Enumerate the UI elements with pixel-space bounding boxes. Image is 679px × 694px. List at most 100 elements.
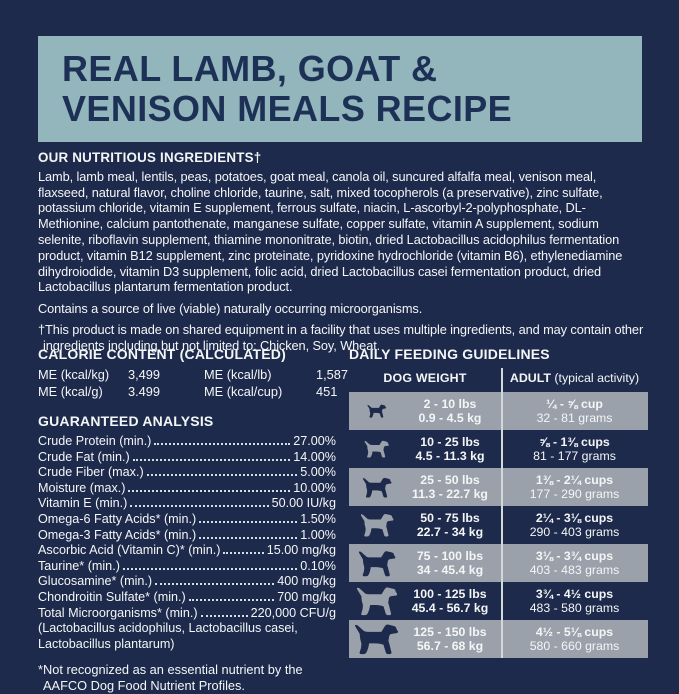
calorie-value: 1,587 xyxy=(316,367,349,382)
analysis-value: 0.10% xyxy=(300,558,336,573)
table-row: 125 - 150 lbs 56.7 - 68 kg 4½ - 5⅛ cups 58… xyxy=(349,620,648,658)
microorganisms-note: Contains a source of live (viable) natur… xyxy=(38,301,423,317)
analysis-value: 10.00% xyxy=(293,480,336,495)
analysis-value: 220,000 CFU/g xyxy=(250,605,336,620)
shared-equipment-disclaimer: †This product is made on shared equipmen… xyxy=(38,321,644,353)
amount-cell: 3¾ - 4½ cups 483 - 580 grams xyxy=(501,587,648,616)
table-row: 25 - 50 lbs 11.3 - 22.7 kg 1⅜ - 2¼ cups 17… xyxy=(349,468,648,506)
analysis-row: Taurine* (min.) 0.10% xyxy=(38,559,336,575)
weight-text: 25 - 50 lbs 11.3 - 22.7 kg xyxy=(405,473,501,502)
recipe-title-line1: REAL LAMB, GOAT & xyxy=(62,47,438,89)
weight-cell: 25 - 50 lbs 11.3 - 22.7 kg xyxy=(349,468,501,506)
analysis-value: 27.00% xyxy=(293,434,336,448)
dotted-leader xyxy=(155,583,275,586)
analysis-row: Crude Fat (min.) 14.00% xyxy=(38,450,336,466)
dotted-leader xyxy=(200,614,248,617)
table-row: 100 - 125 lbs 45.4 - 56.7 kg 3¾ - 4½ cups… xyxy=(349,582,648,620)
weight-text: 75 - 100 lbs 34 - 45.4 kg xyxy=(405,549,501,578)
analysis-value: 15.00 mg/kg xyxy=(266,543,336,558)
nutrition-column: CALORIE CONTENT (CALCULATED) ME (kcal/kg… xyxy=(38,346,348,694)
analysis-label: Vitamin E (min.) xyxy=(38,496,128,511)
feeding-guidelines-table: DOG WEIGHT ADULT (typical activity) 2 - … xyxy=(349,368,648,658)
calorie-value: 451 xyxy=(316,383,338,399)
aafco-footnote: *Not recognized as an essential nutrient… xyxy=(38,662,303,694)
analysis-row: Crude Fiber (max.) 5.00% xyxy=(38,465,336,481)
weight-kg: 45.4 - 56.7 kg xyxy=(411,601,489,615)
amount-cups: 3⅛ - 3¾ cups xyxy=(535,548,614,563)
table-header-row: DOG WEIGHT ADULT (typical activity) xyxy=(349,368,648,388)
calorie-label: ME (kcal/cup) xyxy=(204,383,283,399)
calorie-label: ME (kcal/lb) xyxy=(204,367,272,382)
dotted-leader xyxy=(122,567,298,570)
weight-text: 125 - 150 lbs 56.7 - 68 kg xyxy=(405,625,501,654)
amount-cups: 4½ - 5⅛ cups xyxy=(535,624,614,639)
weight-cell: 100 - 125 lbs 45.4 - 56.7 kg xyxy=(349,582,501,620)
amount-grams: 81 - 177 grams xyxy=(533,449,616,463)
amount-grams: 580 - 660 grams xyxy=(529,639,620,653)
weight-cell: 125 - 150 lbs 56.7 - 68 kg xyxy=(349,620,501,658)
table-row: 2 - 10 lbs 0.9 - 4.5 kg ¼ - ⅝ cup 32 - 81 … xyxy=(349,392,648,430)
dotted-leader xyxy=(199,520,298,523)
dotted-leader xyxy=(128,489,291,492)
amount-cell: ¼ - ⅝ cup 32 - 81 grams xyxy=(501,397,648,426)
weight-kg: 34 - 45.4 kg xyxy=(416,563,484,577)
analysis-label: Chondroitin Sulfate* (min.) xyxy=(38,589,186,604)
weight-lbs: 125 - 150 lbs xyxy=(413,624,487,639)
analysis-row: Total Microorganisms* (min.) 220,000 CFU/… xyxy=(38,606,336,622)
analysis-label: Crude Fiber (max.) xyxy=(38,465,144,480)
recipe-title-line2: VENISON MEALS RECIPE xyxy=(62,88,513,129)
analysis-label: Crude Protein (min.) xyxy=(38,434,152,448)
dog-icon-m xyxy=(349,477,405,498)
analysis-value: 5.00% xyxy=(300,465,336,480)
amount-cell: ⅝ - 1⅜ cups 81 - 177 grams xyxy=(501,435,648,464)
dog-icon-ml xyxy=(349,513,405,537)
column-divider xyxy=(501,368,503,658)
analysis-value: 700 mg/kg xyxy=(277,589,336,604)
analysis-label: Moisture (max.) xyxy=(38,480,126,495)
weight-cell: 75 - 100 lbs 34 - 45.4 kg xyxy=(349,544,501,582)
weight-kg: 11.3 - 22.7 kg xyxy=(412,487,488,501)
amount-cell: 3⅛ - 3¾ cups 403 - 483 grams xyxy=(501,549,648,578)
weight-lbs: 10 - 25 lbs xyxy=(420,434,480,449)
dog-icon-xs xyxy=(349,404,405,418)
dotted-leader xyxy=(146,474,298,477)
weight-lbs: 100 - 125 lbs xyxy=(413,586,487,601)
calorie-content-table: ME (kcal/kg) 3,499 ME (kcal/lb) 1,587 ME… xyxy=(38,367,348,400)
weight-cell: 2 - 10 lbs 0.9 - 4.5 kg xyxy=(349,392,501,430)
analysis-row: Ascorbic Acid (Vitamin C)* (min.) 15.00 m… xyxy=(38,543,336,559)
weight-text: 10 - 25 lbs 4.5 - 11.3 kg xyxy=(405,435,501,464)
analysis-row: Chondroitin Sulfate* (min.) 700 mg/kg xyxy=(38,590,336,606)
feeding-guidelines-section: DAILY FEEDING GUIDELINES DOG WEIGHT ADUL… xyxy=(349,346,648,658)
analysis-value: 14.00% xyxy=(293,449,336,464)
ingredients-list: Lamb, lamb meal, lentils, peas, potatoes… xyxy=(38,168,623,295)
amount-grams: 290 - 403 grams xyxy=(529,525,620,539)
analysis-label: Crude Fat (min.) xyxy=(38,449,130,464)
weight-kg: 0.9 - 4.5 kg xyxy=(418,411,482,425)
analysis-value: 50.00 IU/kg xyxy=(271,496,336,511)
calorie-content-heading: CALORIE CONTENT (CALCULATED) xyxy=(38,346,286,362)
guaranteed-analysis-section: GUARANTEED ANALYSIS Crude Protein (min.)… xyxy=(38,413,336,694)
analysis-value: 1.50% xyxy=(300,511,336,526)
adult-label: ADULT xyxy=(509,371,551,385)
dotted-leader xyxy=(188,598,275,601)
dotted-leader xyxy=(130,505,269,508)
dog-icon-xxl xyxy=(349,623,405,655)
analysis-row: Vitamin E (min.) 50.00 IU/kg xyxy=(38,496,336,512)
recipe-title-banner: REAL LAMB, GOAT & VENISON MEALS RECIPE xyxy=(38,36,642,142)
analysis-row: Crude Protein (min.) 27.00% xyxy=(38,434,336,450)
analysis-row: Glucosamine* (min.) 400 mg/kg xyxy=(38,574,336,590)
calorie-label: ME (kcal/g) xyxy=(38,383,103,399)
analysis-row: Omega-6 Fatty Acids* (min.) 1.50% xyxy=(38,512,336,528)
weight-text: 100 - 125 lbs 45.4 - 56.7 kg xyxy=(405,587,501,616)
amount-grams: 177 - 290 grams xyxy=(529,487,620,501)
weight-lbs: 75 - 100 lbs xyxy=(416,548,484,563)
guaranteed-analysis-heading: GUARANTEED ANALYSIS xyxy=(38,413,214,429)
amount-cell: 4½ - 5⅛ cups 580 - 660 grams xyxy=(501,625,648,654)
amount-cups: ¼ - ⅝ cup xyxy=(546,396,603,411)
dotted-leader xyxy=(154,443,291,445)
dotted-leader xyxy=(132,458,291,461)
table-row: 75 - 100 lbs 34 - 45.4 kg 3⅛ - 3¾ cups 403… xyxy=(349,544,648,582)
analysis-label: Total Microorganisms* (min.) xyxy=(38,605,198,620)
analysis-label: Omega-6 Fatty Acids* (min.) xyxy=(38,511,197,526)
ingredients-heading: OUR NUTRITIOUS INGREDIENTS† xyxy=(38,150,262,165)
